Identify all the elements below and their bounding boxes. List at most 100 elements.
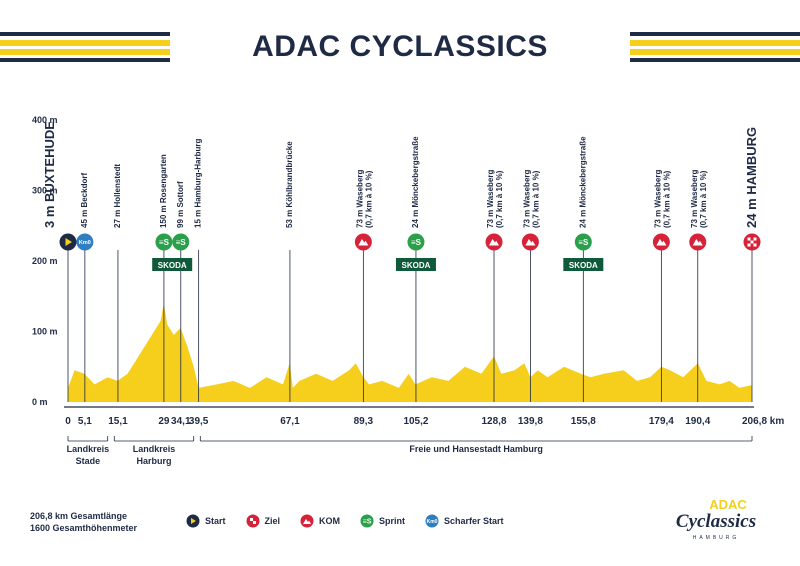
marker-icon-circle bbox=[172, 233, 190, 251]
legend-item-start: Start bbox=[186, 514, 226, 528]
kom-icon bbox=[485, 233, 503, 251]
stat-climb: 1600 Gesamthöhenmeter bbox=[30, 523, 138, 533]
marker-label: 15 m Hamburg-Harburg bbox=[194, 139, 203, 228]
x-tick-label: 5,1 bbox=[78, 416, 92, 427]
svg-text:Km0: Km0 bbox=[427, 519, 438, 525]
legend-label: KOM bbox=[319, 516, 341, 526]
sponsor-label: SKODA bbox=[569, 261, 598, 270]
marker-label: 24 m Mönckebergstraße bbox=[578, 136, 587, 228]
x-tick-label: 139,8 bbox=[518, 416, 543, 427]
marker-note: (0,7 km à 10 %) bbox=[662, 170, 671, 228]
mountain-glyph bbox=[692, 239, 703, 246]
y-tick-label: 300 m bbox=[32, 186, 58, 196]
marker-label: 73 m Waseberg bbox=[522, 169, 531, 228]
svg-text:ADAC: ADAC bbox=[709, 497, 747, 512]
marker-label: 99 m Sottorf bbox=[176, 181, 185, 228]
marker-label: 53 m Köhlbrandbrücke bbox=[285, 141, 294, 228]
sprint-icon: ≡S bbox=[360, 514, 374, 528]
marker-label: 45 m Beckdorf bbox=[80, 173, 89, 228]
svg-text:≡S: ≡S bbox=[363, 519, 372, 526]
legend-label: Start bbox=[205, 516, 226, 526]
marker-label: 27 m Hollenstedt bbox=[113, 164, 122, 228]
y-tick-label: 200 m bbox=[32, 256, 58, 266]
x-tick-label: 128,8 bbox=[481, 416, 506, 427]
y-tick-label: 0 m bbox=[32, 397, 48, 407]
legend-label: Scharfer Start bbox=[444, 516, 504, 526]
marker-label: 73 m Waseberg bbox=[690, 169, 699, 228]
marker-label: 150 m Rosengarten bbox=[159, 154, 168, 228]
sponsor-label: SKODA bbox=[158, 261, 187, 270]
elevation-area bbox=[68, 303, 752, 402]
sprint-icon: ≡S bbox=[172, 233, 190, 251]
mountain-glyph bbox=[525, 239, 536, 246]
marker-note: (0,7 km à 10 %) bbox=[531, 170, 540, 228]
marker-label: 24 m Mönckebergstraße bbox=[411, 136, 420, 228]
mountain-glyph bbox=[358, 239, 369, 246]
legend-item-scharfer-start: Km0 Scharfer Start bbox=[425, 514, 504, 528]
sprint-glyph: ≡S bbox=[578, 238, 589, 247]
sponsor-box bbox=[395, 258, 436, 271]
x-tick-label: 39,5 bbox=[189, 416, 209, 427]
legend-item-sprint: ≡S Sprint bbox=[360, 514, 405, 528]
cyclassics-logo: ADAC Cyclassics HAMBURG bbox=[676, 497, 756, 541]
y-tick-label: 100 m bbox=[32, 327, 58, 337]
svg-text:HAMBURG: HAMBURG bbox=[693, 535, 740, 541]
marker-note: (0,7 km à 10 %) bbox=[364, 170, 373, 228]
kom-icon bbox=[689, 233, 707, 251]
x-tick-label: 190,4 bbox=[685, 416, 710, 427]
play-glyph bbox=[65, 238, 72, 246]
decorative-stripes-right bbox=[630, 32, 800, 62]
sprint-icon: ≡S bbox=[407, 233, 425, 251]
marker-label: 73 m Waseberg bbox=[355, 169, 364, 228]
region-label: Harburg bbox=[136, 456, 171, 466]
x-tick-label: 89,3 bbox=[354, 416, 374, 427]
x-tick-label: 15,1 bbox=[108, 416, 128, 427]
region-label: Landkreis bbox=[67, 444, 110, 454]
marker-icon-circle bbox=[407, 233, 425, 251]
stat-length: 206,8 km Gesamtlänge bbox=[30, 511, 128, 521]
marker-icon-circle bbox=[76, 233, 94, 251]
region-label: Stade bbox=[76, 456, 101, 466]
x-tick-label: 34,1 bbox=[171, 416, 191, 427]
marker-label: 73 m Waseberg bbox=[653, 169, 662, 228]
ziel-icon bbox=[743, 233, 761, 251]
x-tick-label: 179,4 bbox=[649, 416, 674, 427]
sprint-glyph: ≡S bbox=[159, 238, 170, 247]
marker-label: 73 m Waseberg bbox=[486, 169, 495, 228]
sponsor-box bbox=[563, 258, 604, 271]
kom-icon bbox=[521, 233, 539, 251]
region-label: Freie und Hansestadt Hamburg bbox=[409, 444, 543, 454]
marker-label: 24 m HAMBURG bbox=[744, 127, 759, 228]
x-tick-label: 206,8 km bbox=[742, 416, 784, 427]
sponsor-label: SKODA bbox=[402, 261, 431, 270]
page-title: ADAC CYCLASSICS bbox=[252, 30, 548, 63]
legend: Start Ziel KOM ≡S Sprint Km0 Scharfer St… bbox=[186, 514, 504, 528]
start-icon bbox=[59, 233, 77, 251]
checker-square bbox=[750, 240, 754, 244]
start-icon bbox=[186, 514, 200, 528]
legend-item-kom: KOM bbox=[300, 514, 340, 528]
finish-flag-icon bbox=[246, 514, 260, 528]
x-tick-label: 105,2 bbox=[403, 416, 428, 427]
route-stats: 206,8 km Gesamtlänge 1600 Gesamthöhenmet… bbox=[30, 510, 137, 534]
checker-square bbox=[753, 237, 757, 241]
sprint-icon: ≡S bbox=[155, 233, 173, 251]
sprint-icon: ≡S bbox=[574, 233, 592, 251]
mountain-glyph bbox=[656, 239, 667, 246]
y-tick-label: 400 m bbox=[32, 115, 58, 125]
marker-icon-circle bbox=[574, 233, 592, 251]
checker-square bbox=[747, 237, 751, 241]
sponsor-box bbox=[152, 258, 193, 271]
region-label: Landkreis bbox=[133, 444, 176, 454]
sprint-glyph: ≡S bbox=[411, 238, 422, 247]
marker-icon-circle bbox=[155, 233, 173, 251]
mountain-icon bbox=[300, 514, 314, 528]
marker-label: 3 m BUXTEHUDE bbox=[42, 121, 57, 228]
legend-label: Sprint bbox=[379, 516, 406, 526]
kom-icon bbox=[652, 233, 670, 251]
checker-square bbox=[747, 243, 751, 247]
sprint-glyph: ≡S bbox=[176, 238, 187, 247]
marker-note: (0,7 km à 10 %) bbox=[699, 170, 708, 228]
kom-icon bbox=[354, 233, 372, 251]
